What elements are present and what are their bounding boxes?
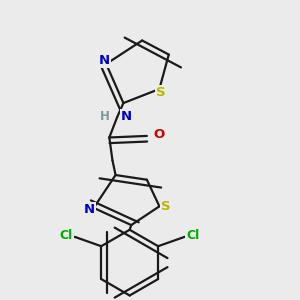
Text: N: N [121,110,132,123]
Text: O: O [154,128,165,142]
Text: Cl: Cl [186,229,200,242]
Text: H: H [100,110,109,123]
Text: N: N [99,54,110,67]
Text: Cl: Cl [60,229,73,242]
Text: S: S [156,85,166,99]
Text: N: N [83,203,94,216]
Text: S: S [161,200,170,213]
